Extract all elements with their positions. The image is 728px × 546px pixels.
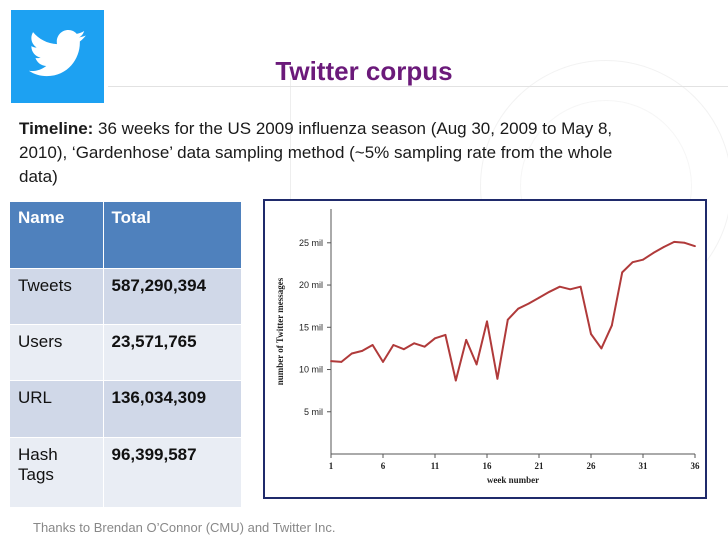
background-divider: [290, 78, 291, 218]
data-point: [538, 296, 540, 299]
data-point: [673, 241, 676, 243]
data-point: [558, 285, 561, 288]
row-total: 136,034,309: [103, 379, 242, 437]
x-tick-label: 1: [329, 461, 334, 471]
table-row: Users 23,571,765: [10, 323, 242, 380]
x-tick-label: 16: [483, 461, 493, 471]
y-tick-label: 25 mil: [299, 238, 323, 248]
x-tick-label: 21: [535, 461, 545, 471]
data-point: [496, 377, 499, 380]
series-line: [330, 240, 696, 382]
data-point: [662, 246, 665, 248]
x-tick-label: 6: [381, 461, 386, 471]
data-point: [371, 344, 374, 346]
twitter-logo: [11, 10, 104, 103]
x-tick-label: 11: [431, 461, 440, 471]
row-total: 23,571,765: [103, 323, 242, 380]
data-point: [465, 339, 468, 341]
data-point: [413, 342, 416, 345]
table-row: URL 136,034,309: [10, 379, 242, 437]
data-point: [590, 333, 592, 335]
data-point: [652, 252, 655, 254]
twitter-bird-icon: [29, 30, 86, 77]
timeline-text: Timeline: 36 weeks for the US 2009 influ…: [19, 117, 649, 189]
data-point: [330, 360, 332, 362]
x-axis-label: week number: [487, 475, 539, 485]
x-tick-label: 36: [691, 461, 701, 471]
data-point: [621, 271, 624, 274]
data-point: [642, 258, 644, 261]
data-point: [392, 344, 395, 346]
data-point: [610, 324, 613, 327]
y-tick-label: 5 mil: [304, 407, 323, 417]
table-row: Hash Tags 96,399,587: [10, 436, 242, 507]
data-point: [683, 241, 686, 244]
x-tick-label: 31: [639, 461, 649, 471]
data-point: [350, 352, 353, 355]
data-point: [475, 363, 478, 366]
data-point: [527, 302, 530, 305]
data-point: [486, 320, 488, 323]
data-point: [631, 261, 634, 264]
header-total: Total: [103, 202, 242, 268]
chart-frame: 5 mil 10 mil 15 mil 20 mil 25 mil 1 6 11 16 21 26 3…: [263, 199, 707, 499]
data-point: [548, 290, 551, 293]
row-name: Hash Tags: [10, 436, 104, 507]
y-tick-label: 15 mil: [299, 322, 323, 332]
row-total: 587,290,394: [103, 267, 242, 324]
data-point: [694, 245, 696, 248]
table-header-row: Name Total: [10, 202, 242, 268]
timeline-label: Timeline:: [19, 119, 94, 138]
data-point: [506, 318, 509, 321]
data-point: [434, 337, 436, 340]
row-total: 96,399,587: [103, 436, 242, 507]
data-point: [402, 348, 405, 351]
y-axis-label: number of Twitter messages: [275, 277, 285, 385]
x-tick-label: 26: [587, 461, 597, 471]
data-point: [361, 350, 364, 352]
corpus-stats-table: Name Total Tweets 587,290,394 Users 23,5…: [10, 202, 242, 507]
table-row: Tweets 587,290,394: [10, 267, 242, 324]
timeline-description: 36 weeks for the US 2009 influenza seaso…: [19, 119, 613, 186]
slide-title: Twitter corpus: [275, 56, 453, 86]
row-name: Tweets: [10, 267, 104, 324]
row-name: URL: [10, 379, 104, 437]
data-point: [382, 361, 384, 363]
data-point: [423, 345, 426, 348]
title-rule: [108, 86, 728, 87]
footer-credit: Thanks to Brendan O’Connor (CMU) and Twi…: [33, 520, 336, 535]
data-point: [579, 285, 582, 288]
header-name: Name: [10, 202, 104, 268]
y-tick-label: 10 mil: [299, 365, 323, 375]
row-name: Users: [10, 323, 104, 380]
data-point: [444, 333, 447, 336]
data-point: [600, 347, 603, 350]
data-point: [517, 307, 520, 310]
data-point: [340, 361, 343, 363]
data-point: [454, 379, 457, 382]
data-point: [569, 288, 572, 291]
y-tick-label: 20 mil: [299, 280, 323, 290]
